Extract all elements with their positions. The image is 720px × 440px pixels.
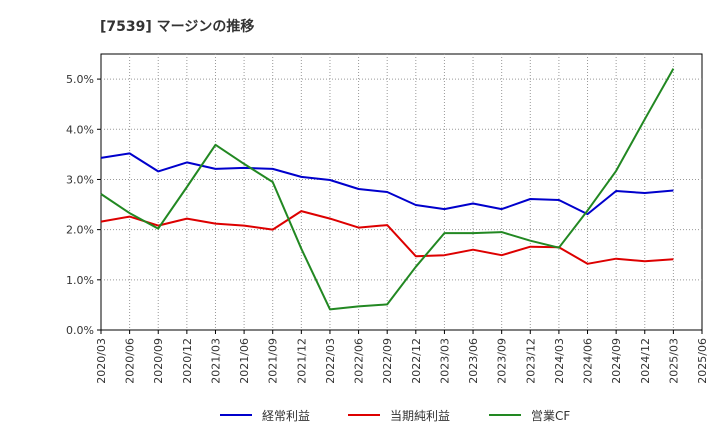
x-tick-label: 2022/06 [353, 338, 366, 384]
series-line-1 [100, 152, 674, 216]
y-tick-label: 1.0% [66, 274, 94, 287]
series-line-3 [100, 68, 675, 311]
y-tick-label: 0.0% [66, 324, 94, 337]
chart-title: [7539] マージンの推移 [100, 18, 254, 35]
x-tick-label: 2021/06 [238, 338, 251, 384]
x-tick-label: 2020/12 [181, 338, 194, 384]
plot-area [100, 53, 703, 331]
x-tick-label: 2023/09 [496, 338, 509, 384]
x-tick-label: 2021/03 [209, 338, 222, 384]
series-line-2 [100, 210, 674, 265]
x-tick-label: 2023/03 [438, 338, 451, 384]
legend-label-2: 当期純利益 [390, 409, 450, 423]
x-tick-label: 2024/09 [610, 338, 623, 384]
y-axis-ticks: 0.0% 1.0% 2.0% 3.0% 4.0% 5.0% [66, 73, 101, 337]
x-tick-label: 2020/03 [95, 338, 108, 384]
x-axis-ticks: 2020/03 2020/06 2020/09 2020/12 2021/03 2021/… [95, 330, 709, 384]
x-tick-label: 2022/03 [324, 338, 337, 384]
x-tick-label: 2023/06 [467, 338, 480, 384]
x-tick-label: 2023/12 [524, 338, 537, 384]
x-tick-label: 2025/06 [696, 338, 709, 384]
x-tick-label: 2020/09 [152, 338, 165, 384]
x-tick-label: 2022/09 [381, 338, 394, 384]
plot-frame [100, 53, 703, 331]
x-tick-label: 2025/03 [667, 338, 680, 384]
x-tick-label: 2024/03 [553, 338, 566, 384]
y-tick-label: 5.0% [66, 73, 94, 86]
legend: 経常利益 当期純利益 営業CF [220, 409, 570, 423]
y-tick-label: 2.0% [66, 224, 94, 237]
legend-label-1: 経常利益 [262, 409, 310, 423]
y-tick-label: 4.0% [66, 123, 94, 136]
x-tick-label: 2024/06 [582, 338, 595, 384]
x-tick-label: 2021/12 [295, 338, 308, 384]
x-tick-label: 2024/12 [639, 338, 652, 384]
x-tick-label: 2020/06 [124, 338, 137, 384]
legend-label-3: 営業CF [531, 409, 570, 423]
series-lines [100, 68, 675, 311]
x-tick-label: 2021/09 [267, 338, 280, 384]
x-tick-label: 2022/12 [410, 338, 423, 384]
y-tick-label: 3.0% [66, 173, 94, 186]
